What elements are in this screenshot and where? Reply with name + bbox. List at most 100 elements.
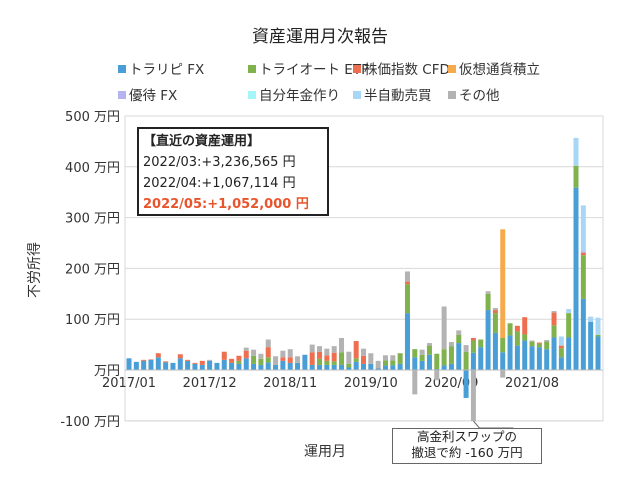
x-tick-label: 2019/10 [344, 376, 398, 391]
bar-segment [331, 361, 337, 365]
bar-segment [287, 349, 293, 358]
bar-segment [558, 336, 564, 346]
bar-segment [485, 291, 491, 294]
annotation-line: 撤退で約 -160 万円 [411, 445, 523, 460]
bar-segment [580, 298, 586, 370]
bar-segment [331, 352, 337, 362]
bar-segment [207, 360, 213, 370]
summary-heading: 【直近の資産運用】 [143, 134, 261, 149]
y-tick-label: 300 万円 [65, 212, 120, 227]
bar-segment [529, 341, 535, 347]
bar-segment [243, 347, 249, 351]
bar-segment [390, 360, 396, 366]
bar-segment [463, 345, 469, 352]
bar-segment [331, 346, 337, 353]
y-tick-label: 400 万円 [65, 161, 120, 176]
bar-segment [551, 325, 557, 338]
bar-segment [426, 354, 432, 370]
bar-segment [580, 252, 586, 256]
legend-label: トライオート ETF [259, 62, 369, 78]
bar-segment [317, 364, 323, 370]
bar-segment [163, 362, 169, 370]
bar-segment [485, 293, 491, 311]
bar-segment [580, 205, 586, 252]
legend-item: 株価指数 CFD [353, 58, 450, 78]
bar-segment [595, 334, 601, 337]
bar-segment [346, 367, 352, 370]
bar-segment [236, 363, 242, 370]
bar-segment [295, 362, 301, 370]
bar-segment [595, 336, 601, 370]
bar-segment [492, 313, 498, 333]
legend-item: トラリピ FX [118, 58, 204, 78]
bar-segment [287, 362, 293, 370]
bar-segment [346, 363, 352, 368]
bar-segment [243, 350, 249, 359]
bar-segment [412, 370, 418, 395]
bar-segment [324, 364, 330, 370]
annotation-callout: 高金利スワップの 撤退で約 -160 万円 [392, 428, 542, 464]
bar-segment [251, 363, 257, 370]
legend-item: 自分年金作り [248, 84, 340, 104]
bar-segment [500, 229, 506, 338]
bar-segment [573, 137, 579, 166]
bar-segment [456, 330, 462, 335]
bar-segment [353, 361, 359, 370]
legend-item: 半自動売買 [353, 84, 432, 104]
bar-segment [536, 342, 542, 344]
y-tick-label: -100 万円 [60, 415, 120, 430]
bar-segment [141, 360, 147, 370]
bar-segment [551, 337, 557, 370]
bar-segment [419, 349, 425, 355]
y-tick-label: 万円 [94, 364, 120, 379]
bar-segment [573, 187, 579, 370]
bar-segment [309, 364, 315, 370]
bar-segment [492, 332, 498, 370]
bar-segment [126, 358, 132, 370]
bar-segment [514, 325, 520, 332]
bar-segment [441, 306, 447, 350]
bar-segment [507, 335, 513, 370]
bar-segment [375, 368, 381, 370]
bar-segment [492, 310, 498, 314]
legend-item: 優待 FX [118, 84, 177, 104]
legend-label: 自分年金作り [259, 88, 340, 104]
bar-segment [207, 359, 213, 361]
bar-segment [295, 356, 301, 363]
bar-segment [155, 357, 161, 370]
bar-segment [155, 353, 161, 358]
bar-segment [251, 355, 257, 364]
legend-label: 仮想通貨積立 [459, 62, 540, 78]
bar-segment [185, 360, 191, 370]
x-tick-label: 2021/08 [505, 376, 559, 391]
bar-segment [500, 337, 506, 353]
bar-segment [426, 345, 432, 355]
bar-segment [309, 352, 315, 365]
bar-segment [463, 370, 469, 398]
bar-segment [251, 349, 257, 356]
bar-segment [214, 362, 220, 370]
bar-segment [273, 364, 279, 370]
bar-segment [404, 281, 410, 285]
bar-segment [426, 343, 432, 346]
bar-segment [514, 331, 520, 346]
bar-segment [492, 308, 498, 311]
legend-item: 仮想通貨積立 [448, 58, 540, 78]
bar-segment [478, 347, 484, 370]
bar-segment [404, 284, 410, 314]
legend-label: 優待 FX [129, 88, 178, 104]
summary-line: 2022/04:+1,067,114 円 [143, 176, 296, 191]
legend-label: トラリピ FX [129, 62, 205, 78]
bar-segment [243, 358, 249, 370]
bar-segment [522, 317, 528, 335]
bar-segment [265, 357, 271, 363]
legend-label: 半自動売買 [364, 88, 432, 104]
bar-segment [566, 337, 572, 370]
bar-segment [566, 313, 572, 338]
bar-segment [595, 317, 601, 335]
bar-segment [558, 345, 564, 349]
bar-segment [346, 351, 352, 364]
bar-segment [221, 351, 227, 360]
bar-segment [558, 357, 564, 370]
bar-segment [434, 368, 440, 370]
